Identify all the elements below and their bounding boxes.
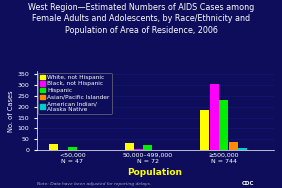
- Bar: [229, 142, 238, 150]
- Bar: [125, 143, 134, 150]
- Text: Note: Data have been adjusted for reporting delays.: Note: Data have been adjusted for report…: [37, 182, 151, 186]
- Legend: White, not Hispanic, Black, not Hispanic, Hispanic, Asian/Pacific Islander, Amer: White, not Hispanic, Black, not Hispanic…: [38, 73, 112, 114]
- Bar: [144, 145, 153, 150]
- Bar: [49, 144, 58, 150]
- Y-axis label: No. of Cases: No. of Cases: [8, 90, 14, 132]
- X-axis label: Population: Population: [127, 168, 183, 177]
- Bar: [201, 110, 210, 150]
- Bar: [68, 147, 77, 150]
- Bar: [238, 148, 247, 150]
- Bar: [219, 100, 228, 150]
- Bar: [210, 83, 219, 150]
- Text: CDC: CDC: [241, 181, 254, 186]
- Bar: [134, 149, 143, 150]
- Text: West Region—Estimated Numbers of AIDS Cases among
Female Adults and Adolescents,: West Region—Estimated Numbers of AIDS Ca…: [28, 3, 254, 35]
